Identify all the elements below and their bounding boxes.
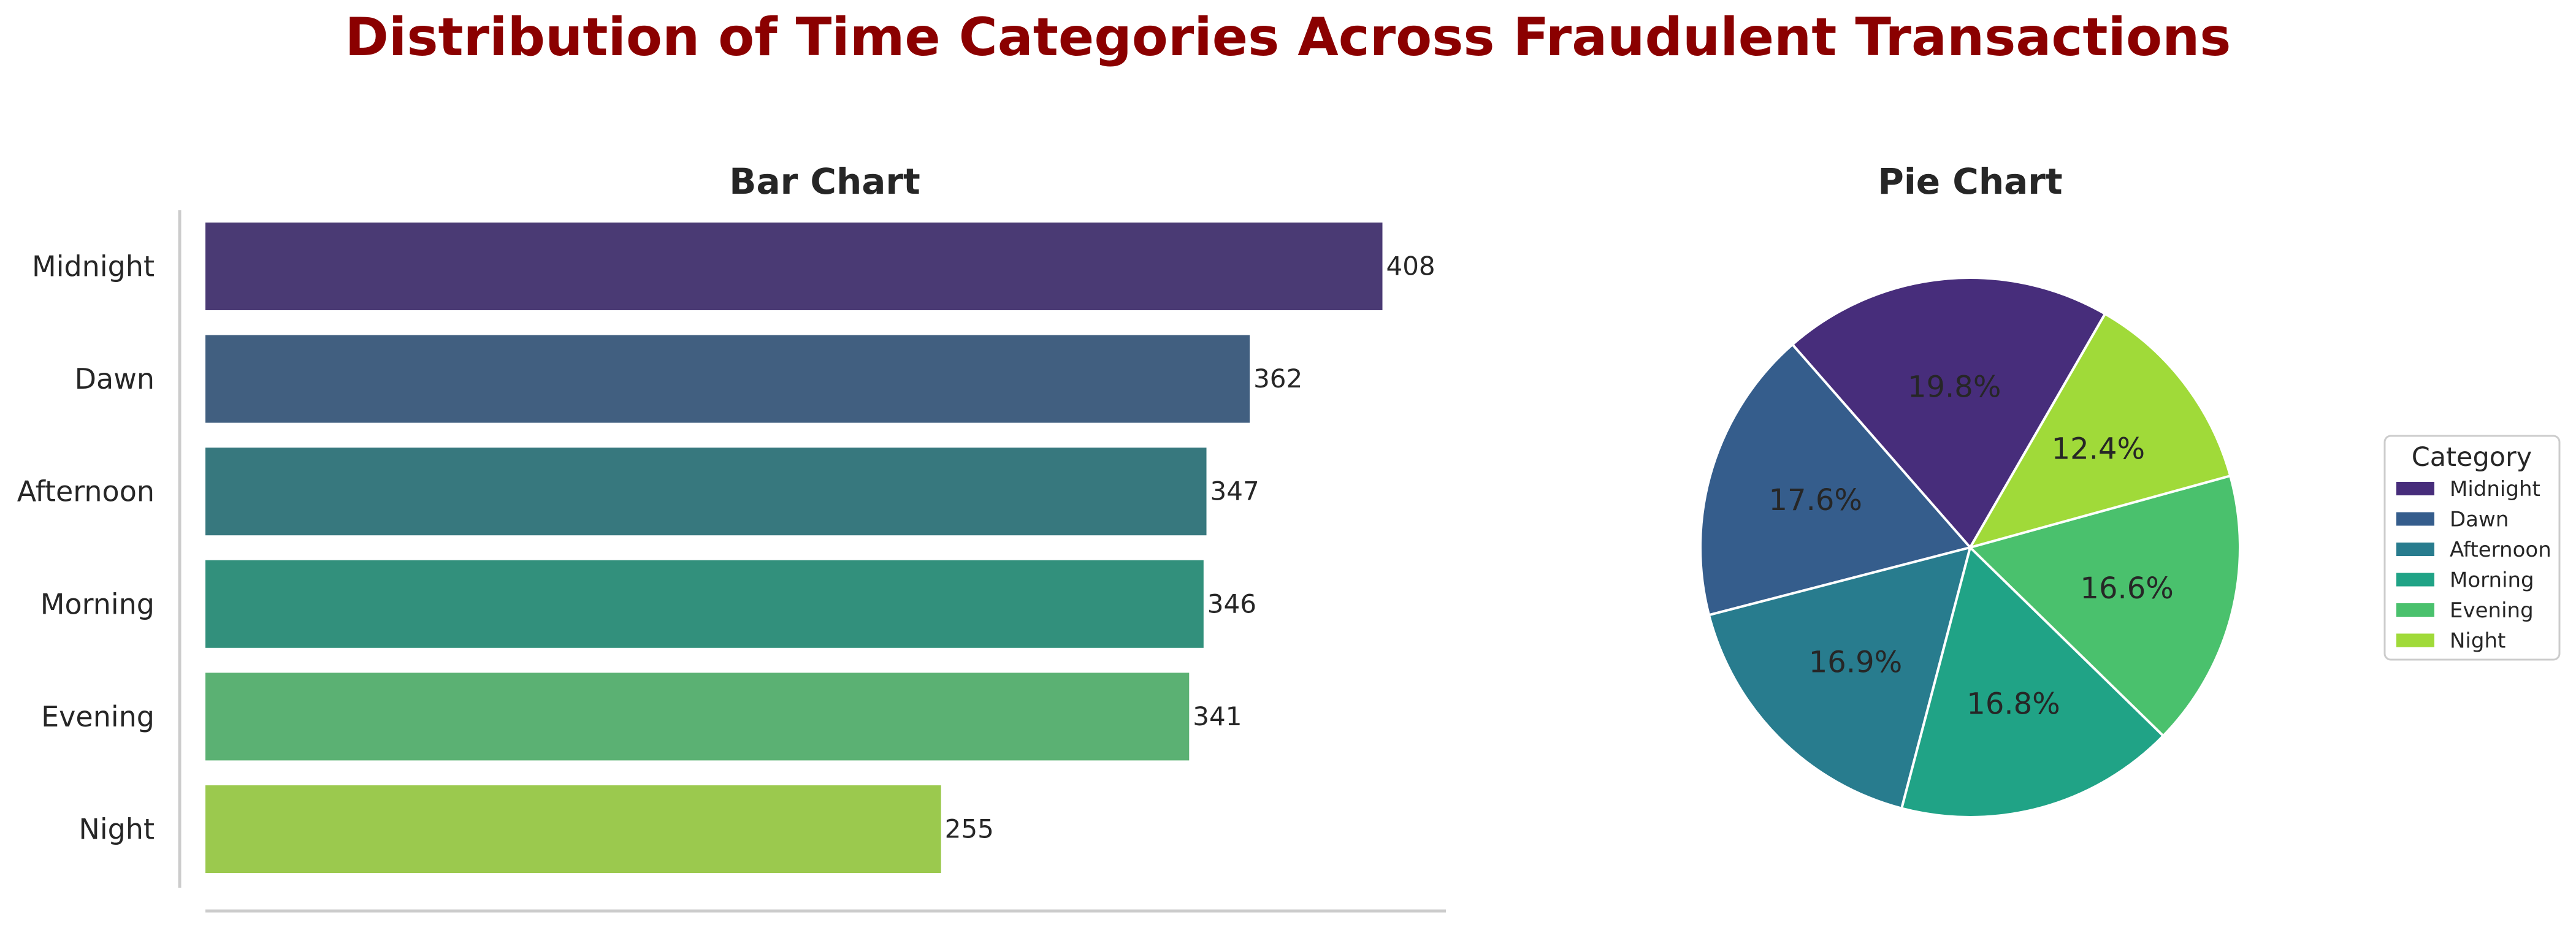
bar-morning — [205, 560, 1204, 648]
pie-percent-labels: 19.8% 17.6% 16.9% 16.8% 16.6% 12.4% — [1768, 370, 2173, 721]
bar-value-label: 341 — [1193, 701, 1242, 731]
legend-swatch-night — [2396, 633, 2434, 647]
legend-label: Night — [2450, 629, 2505, 654]
bar-afternoon — [205, 448, 1207, 536]
legend-swatch-afternoon — [2396, 543, 2434, 556]
figure-title: Distribution of Time Categories Across F… — [345, 7, 2231, 68]
legend-swatch-evening — [2396, 603, 2434, 617]
bar-marks — [205, 223, 1383, 873]
bar-category-label: Night — [78, 813, 155, 846]
pie-percent-label: 17.6% — [1768, 483, 1862, 517]
pie-slice-evening — [1968, 474, 2241, 738]
bar-chart: Bar Chart Midnight Dawn Afternoon Morning Ev… — [17, 161, 1446, 913]
pie-chart: Pie Chart 19.8% 17.6% 16.9% 16.8% 16.6% 12.4% — [1699, 161, 2241, 818]
pie-percent-label: 12.4% — [2052, 432, 2145, 467]
pie-slice-dawn — [1699, 343, 1973, 617]
bar-category-label: Evening — [41, 700, 155, 733]
bar-value-label: 347 — [1210, 476, 1259, 506]
bar-chart-title: Bar Chart — [729, 161, 920, 202]
bar-value-label: 346 — [1207, 589, 1256, 619]
legend-label: Midnight — [2450, 477, 2540, 501]
pie-legend: Category Midnight Dawn Afternoon Morning Eve… — [2383, 435, 2561, 661]
pie-percent-label: 19.8% — [1908, 370, 2001, 404]
legend-label: Afternoon — [2450, 538, 2551, 562]
legend-entries: Midnight Dawn Afternoon Morning Evening Night — [2396, 477, 2551, 654]
legend-swatch-morning — [2396, 573, 2434, 587]
bar-category-label: Midnight — [32, 250, 155, 283]
bar-value-labels: 408 362 347 346 341 255 — [945, 251, 1435, 844]
pie-percent-label: 16.9% — [1809, 645, 1902, 679]
bar-value-label: 408 — [1386, 251, 1435, 281]
legend-label: Dawn — [2450, 508, 2509, 532]
bar-midnight — [205, 223, 1383, 310]
bar-value-label: 255 — [945, 814, 994, 844]
legend-swatch-dawn — [2396, 512, 2434, 526]
bar-value-label: 362 — [1253, 364, 1302, 394]
legend-label: Evening — [2450, 598, 2534, 623]
bar-category-label: Afternoon — [17, 475, 155, 508]
bar-evening — [205, 673, 1190, 761]
legend-swatch-midnight — [2396, 482, 2434, 495]
pie-percent-label: 16.6% — [2080, 571, 2173, 606]
bar-category-label: Dawn — [75, 362, 155, 395]
pie-chart-title: Pie Chart — [1878, 161, 2062, 202]
legend-label: Morning — [2450, 568, 2534, 593]
bar-dawn — [205, 335, 1250, 423]
legend-title: Category — [2412, 442, 2532, 473]
bar-category-label: Morning — [40, 587, 155, 620]
pie-slices — [1699, 276, 2241, 818]
pie-slice-midnight — [1791, 276, 2107, 550]
pie-slice-night — [1967, 312, 2232, 550]
pie-slice-morning — [1900, 545, 2165, 818]
bar-category-labels: Midnight Dawn Afternoon Morning Evening Night — [17, 250, 155, 846]
pie-percent-label: 16.8% — [1966, 687, 2060, 721]
bar-night — [205, 785, 941, 873]
pie-slice-afternoon — [1707, 546, 1972, 810]
